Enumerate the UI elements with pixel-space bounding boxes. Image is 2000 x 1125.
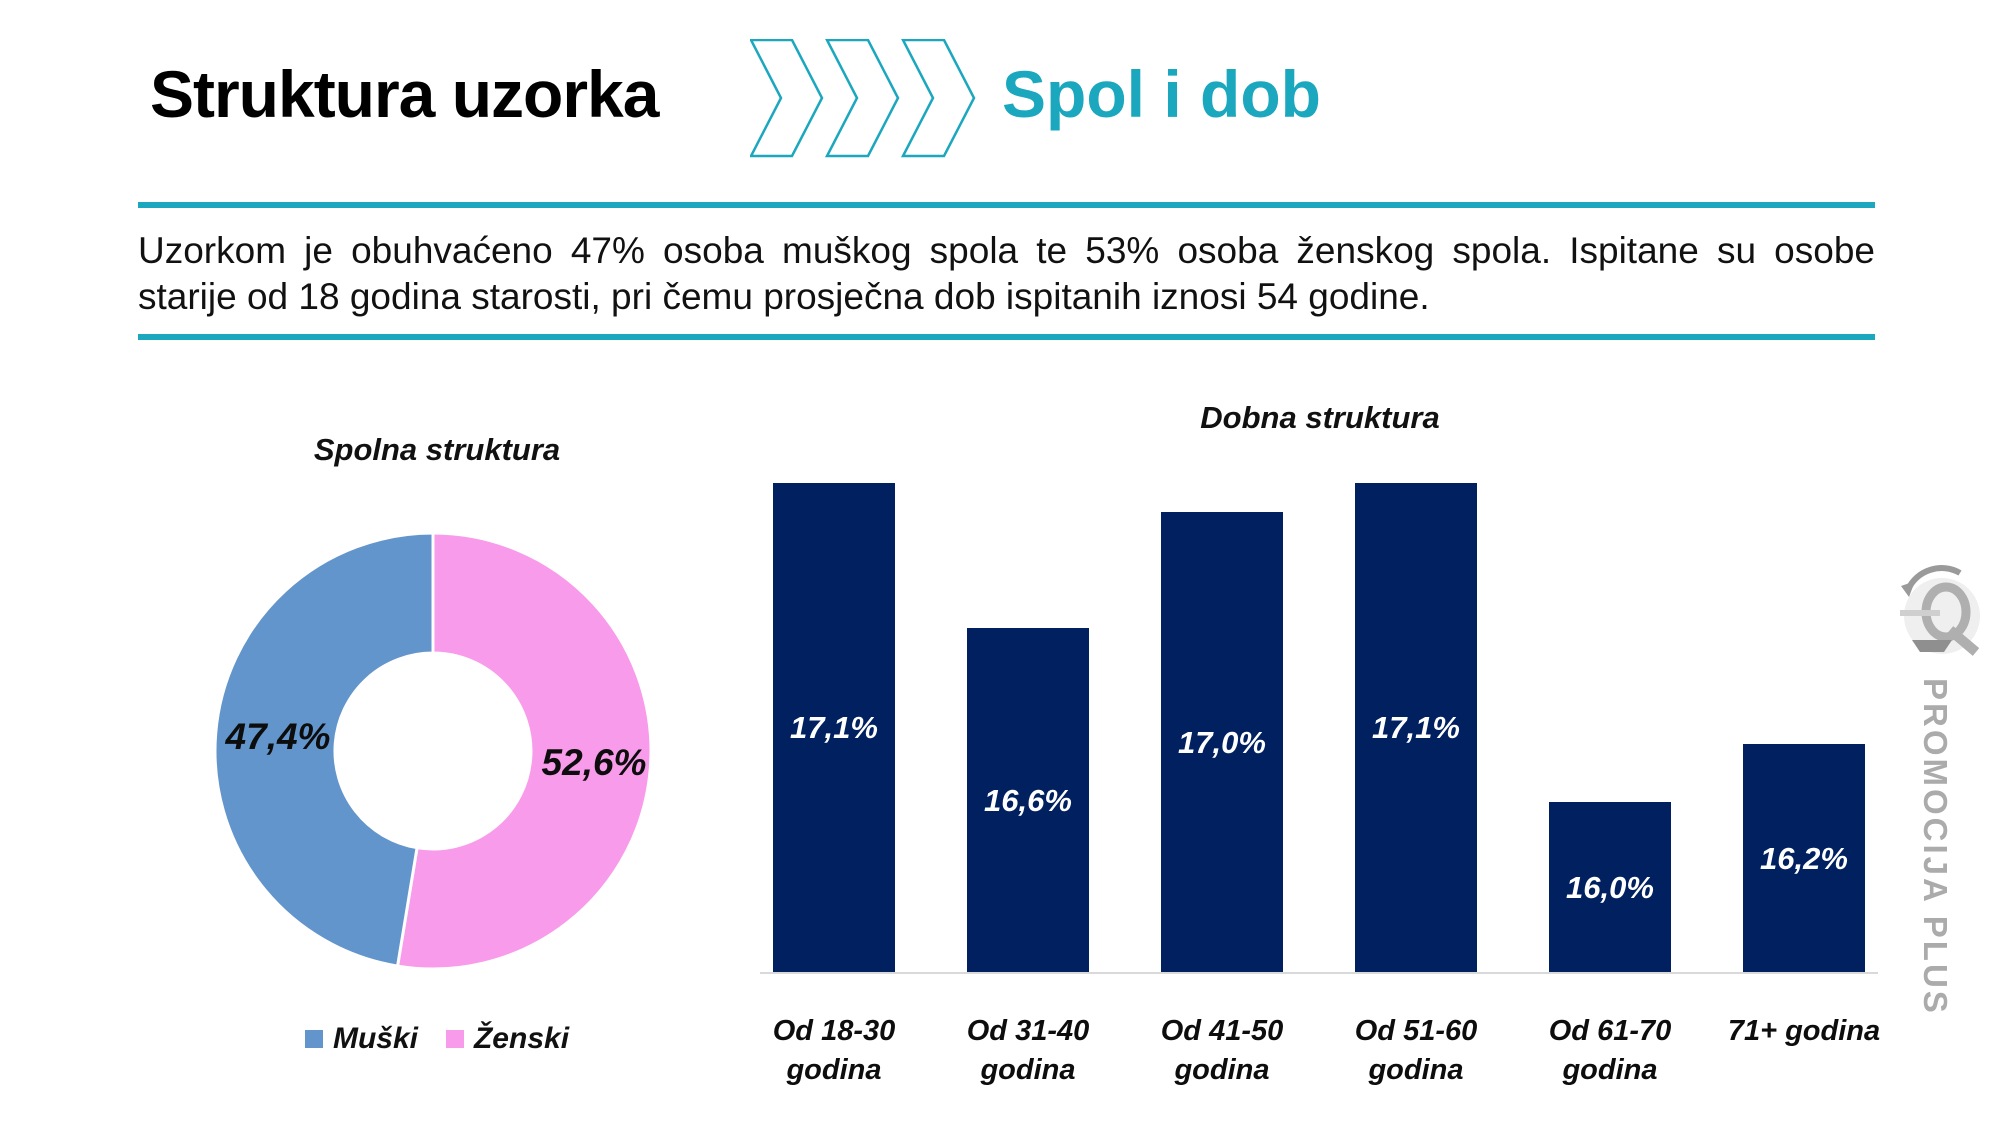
bar-value-label: 16,0% — [1566, 869, 1654, 905]
female-swatch-icon — [445, 1030, 464, 1048]
legend-label-female: Ženski — [473, 1022, 570, 1055]
bar-Od 51-60 godina: 17,1% — [1355, 483, 1477, 973]
chevrons-icon — [750, 39, 976, 158]
x-axis-label: Od 31-40 godina — [966, 1015, 1090, 1086]
legend-label-male: Muški — [332, 1022, 418, 1055]
donut-label-female: 52,6% — [541, 742, 647, 783]
bar-Od 31-40 godina: 16,6% — [967, 628, 1089, 973]
divider-top — [138, 202, 1875, 208]
page-subtitle: Spol i dob — [1002, 57, 1321, 131]
donut-chart-title: Spolna struktura — [313, 432, 561, 467]
donut-label-male: 47,4% — [225, 716, 331, 757]
legend-item-male: Muški — [304, 1022, 418, 1056]
bar-value-label: 16,6% — [984, 782, 1072, 818]
intro-line-2: starije od 18 godina starosti, pri čemu … — [138, 276, 1430, 317]
bar-value-label: 16,2% — [1760, 840, 1848, 876]
legend-item-female: Ženski — [445, 1022, 570, 1056]
donut-svg — [213, 531, 653, 971]
bar-71+ godina: 16,2% — [1743, 744, 1865, 973]
bar-Od 18-30 godina: 17,1% — [773, 483, 895, 973]
bar-value-label: 17,0% — [1178, 724, 1266, 760]
bar-value-label: 17,1% — [1372, 710, 1460, 745]
watermark-text: PROMOCIJA PLUS — [1917, 678, 1954, 1016]
page-title: Struktura uzorka — [150, 57, 659, 131]
bar-Od 41-50 godina: 17,0% — [1161, 512, 1283, 973]
x-axis-line — [760, 972, 1878, 974]
x-axis-label: Od 18-30 godina — [772, 1015, 896, 1086]
x-axis-label: 71+ godina — [1727, 1015, 1881, 1047]
donut-chart — [211, 529, 655, 973]
promocija-plus-logo — [1900, 565, 1980, 656]
intro-paragraph: Uzorkom je obuhvaćeno 47% osoba muškog s… — [138, 228, 1875, 320]
donut-legend: Muški Ženski — [187, 1022, 687, 1056]
x-axis-label: Od 41-50 godina — [1160, 1015, 1284, 1086]
divider-bottom — [138, 334, 1875, 340]
x-axis-label: Od 61-70 godina — [1548, 1015, 1672, 1086]
male-swatch-icon — [304, 1030, 323, 1048]
x-axis-label: Od 51-60 godina — [1354, 1015, 1478, 1086]
bar-value-label: 17,1% — [790, 710, 878, 745]
donut-segment-female — [395, 531, 653, 971]
donut-segment-male — [213, 531, 435, 968]
intro-line-1: Uzorkom je obuhvaćeno 47% osoba muškog s… — [138, 230, 1875, 271]
bar-chart-title: Dobna struktura — [1200, 400, 1440, 435]
bar-Od 61-70 godina: 16,0% — [1549, 802, 1671, 973]
